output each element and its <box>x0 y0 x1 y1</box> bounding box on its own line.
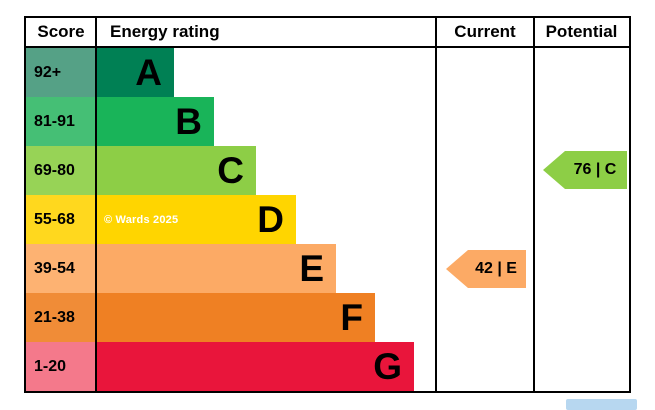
band-score-range-a: 92+ <box>26 48 96 97</box>
band-bar-e: E <box>96 244 336 293</box>
band-bar-b: B <box>96 97 214 146</box>
band-bar-c: C <box>96 146 256 195</box>
band-letter-a: A <box>135 52 162 93</box>
band-row-b: 81-91 B <box>26 97 629 146</box>
column-divider-potential <box>533 18 535 391</box>
band-score-range-f: 21-38 <box>26 293 96 342</box>
band-row-a: 92+ A <box>26 48 629 97</box>
band-letter-c: C <box>217 150 244 191</box>
cropped-blue-artifact <box>566 399 637 410</box>
band-bar-g: G <box>96 342 414 391</box>
header-current: Current <box>454 22 516 41</box>
band-bar-f: F <box>96 293 375 342</box>
current-rating-label: 42 | E <box>475 260 517 277</box>
band-score-range-e: 39-54 <box>26 244 96 293</box>
band-row-d: 55-68 © Wards 2025 D <box>26 195 629 244</box>
chart-header: Score Energy rating Current Potential <box>26 18 629 48</box>
band-row-g: 1-20 G <box>26 342 629 391</box>
band-score-range-c: 69-80 <box>26 146 96 195</box>
epc-rating-chart: Score Energy rating Current Potential 92… <box>24 16 631 393</box>
band-row-f: 21-38 F <box>26 293 629 342</box>
column-divider-score <box>95 18 97 391</box>
band-letter-d: D <box>257 199 284 240</box>
band-letter-g: G <box>373 346 402 387</box>
band-score-range-g: 1-20 <box>26 342 96 391</box>
header-energy-rating: Energy rating <box>110 22 220 41</box>
wards-watermark: © Wards 2025 <box>104 213 179 226</box>
header-potential: Potential <box>545 22 618 41</box>
band-row-c: 69-80 C <box>26 146 629 195</box>
column-divider-current <box>435 18 437 391</box>
band-letter-e: E <box>299 248 324 289</box>
band-score-range-b: 81-91 <box>26 97 96 146</box>
band-bar-d: © Wards 2025 D <box>96 195 296 244</box>
band-bar-a: A <box>96 48 174 97</box>
band-letter-b: B <box>175 101 202 142</box>
band-score-range-d: 55-68 <box>26 195 96 244</box>
band-row-e: 39-54 E <box>26 244 629 293</box>
header-score: Score <box>37 22 85 41</box>
rating-bands: 92+ A 81-91 B 69-80 C 55-68 © Wards 2025… <box>26 48 629 391</box>
band-letter-f: F <box>340 297 363 338</box>
potential-rating-label: 76 | C <box>573 161 617 178</box>
